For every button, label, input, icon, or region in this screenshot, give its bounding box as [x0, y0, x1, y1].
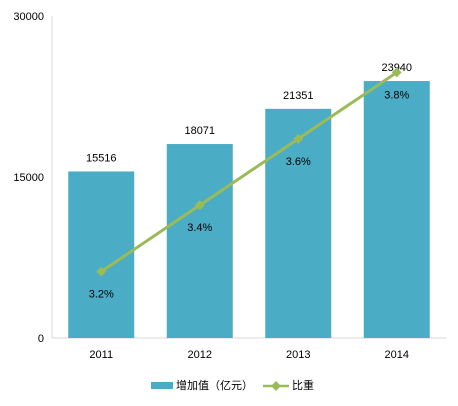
legend-bar-label: 增加值（亿元） [176, 378, 253, 392]
y-tick-label: 15000 [13, 172, 44, 184]
line-value-label: 3.2% [89, 289, 114, 301]
y-tick-label: 0 [38, 333, 44, 345]
bar [363, 81, 430, 338]
line-value-label: 3.4% [187, 222, 212, 234]
legend: 增加值（亿元） 比重 [151, 378, 314, 392]
bar [265, 108, 332, 338]
bar-value-label: 18071 [184, 125, 215, 137]
line-value-labels: 3.2% 3.4% 3.6% 3.8% [89, 89, 410, 300]
line-point [194, 200, 205, 211]
legend-line-marker [271, 381, 281, 391]
x-tick-label: 2012 [188, 349, 212, 361]
bars [68, 81, 430, 338]
bar-value-label: 21351 [283, 90, 314, 102]
x-tick-label: 2011 [89, 349, 113, 361]
bar-value-labels: 15516180712135123940 [86, 62, 412, 164]
bar [68, 171, 135, 338]
x-tick-label: 2014 [385, 349, 409, 361]
bar [166, 144, 233, 338]
legend-line-label: 比重 [292, 378, 314, 392]
share-line [100, 71, 398, 273]
legend-bar-swatch [151, 382, 173, 389]
line-value-label: 3.6% [286, 156, 311, 168]
y-tick-label: 30000 [13, 11, 44, 23]
line-value-label: 3.8% [384, 89, 409, 101]
line-point [293, 133, 304, 144]
bar-value-label: 15516 [86, 152, 117, 164]
line-series [96, 67, 402, 277]
x-tick-labels: 2011 2012 2013 2014 [89, 349, 409, 361]
y-tick-labels: 0 15000 30000 [13, 11, 44, 345]
x-tick-label: 2013 [286, 349, 310, 361]
